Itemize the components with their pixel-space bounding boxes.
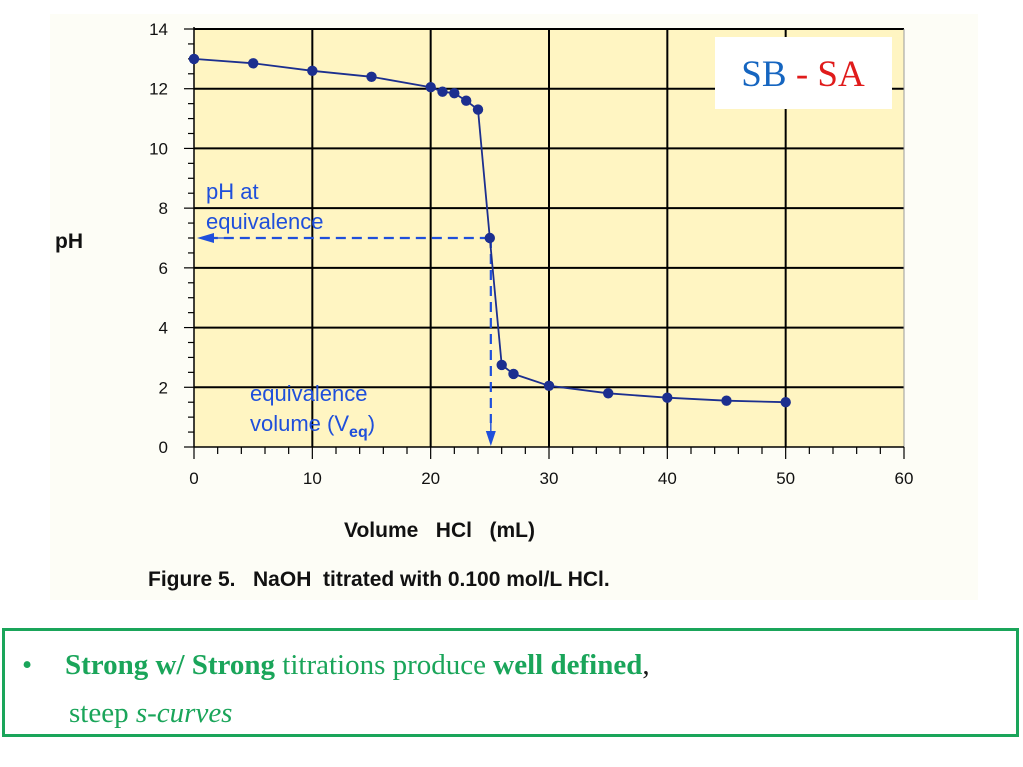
data-point xyxy=(366,71,377,83)
data-point xyxy=(721,395,732,406)
axes xyxy=(184,27,905,459)
data-point xyxy=(248,58,259,69)
data-point xyxy=(496,359,507,371)
y-tick-label: 6 xyxy=(159,259,168,278)
x-tick-label: 10 xyxy=(303,469,322,488)
y-tick-label: 0 xyxy=(159,438,168,457)
note-line-1: Strong w/ Strong titrations produce well… xyxy=(65,649,650,682)
data-point xyxy=(603,388,614,399)
equivalence-volume-label-line2: volume (Veq) xyxy=(250,411,375,441)
note-italic-s-curves: s-curves xyxy=(135,697,233,729)
y-tick-label: 12 xyxy=(149,80,168,99)
y-tick-label: 14 xyxy=(149,20,168,39)
data-point xyxy=(472,104,484,115)
equivalence-ph-arrowhead xyxy=(197,233,214,243)
data-point xyxy=(437,86,448,97)
x-axis-title: Volume HCl (mL) xyxy=(344,519,535,542)
ph-equivalence-label-line2: equivalence xyxy=(206,209,323,234)
x-tick-label: 50 xyxy=(776,469,795,488)
x-tick-label: 30 xyxy=(540,469,559,488)
sb-sa-badge: SB - SA xyxy=(715,37,892,109)
x-tick-label: 60 xyxy=(895,469,914,488)
data-point xyxy=(425,82,436,93)
titration-chart: 0 2 4 6 8 10 12 14 0 10 20 30 40 50 60 pH Volume HCl … xyxy=(55,20,913,591)
y-tick-label: 10 xyxy=(149,139,168,158)
x-tick-label: 40 xyxy=(658,469,677,488)
data-point xyxy=(780,397,791,408)
figure-caption: Figure 5. NaOH titrated with 0.100 mol/L… xyxy=(148,568,610,591)
y-axis-title: pH xyxy=(55,230,83,253)
note-bold-well-defined: well defined xyxy=(493,649,643,681)
titration-series xyxy=(188,53,791,408)
equivalence-volume-arrowhead xyxy=(485,431,496,446)
x-tick-label: 0 xyxy=(189,469,198,488)
data-point xyxy=(188,53,200,65)
note-text-titrations: titrations produce xyxy=(275,649,494,681)
svg-text:SB - SA: SB - SA xyxy=(741,54,865,95)
volume-suffix: ) xyxy=(368,411,375,436)
y-tick-labels: 0 2 4 6 8 10 12 14 xyxy=(149,20,168,457)
y-tick-label: 4 xyxy=(159,319,168,338)
data-point xyxy=(484,232,495,244)
volume-prefix: volume (V xyxy=(250,411,349,436)
badge-strong-acid: SA xyxy=(817,54,865,95)
note-bold-strong: Strong w/ Strong xyxy=(65,649,276,681)
note-line-2: steep s-curves xyxy=(69,697,232,730)
data-point xyxy=(662,392,673,403)
badge-strong-base: SB xyxy=(741,54,786,95)
x-tick-labels: 0 10 20 30 40 50 60 xyxy=(189,469,913,488)
data-point xyxy=(449,88,460,99)
equivalence-annotations xyxy=(197,233,496,446)
ph-equivalence-label-line1: pH at xyxy=(206,179,259,204)
bullet: • xyxy=(22,649,33,681)
y-tick-label: 2 xyxy=(159,378,168,397)
x-tick-label: 20 xyxy=(421,469,440,488)
note-comma: , xyxy=(642,649,650,681)
equivalence-volume-label-line1: equivalence xyxy=(250,381,367,406)
data-point xyxy=(508,368,519,380)
data-point xyxy=(543,380,555,391)
summary-note: • Strong w/ Strong titrations produce we… xyxy=(2,628,1019,737)
badge-separator: - xyxy=(787,54,818,95)
volume-subscript: eq xyxy=(349,424,368,441)
y-tick-label: 8 xyxy=(159,199,168,218)
data-point xyxy=(461,95,472,106)
data-point xyxy=(307,65,318,77)
note-text-steep: steep xyxy=(69,697,136,729)
